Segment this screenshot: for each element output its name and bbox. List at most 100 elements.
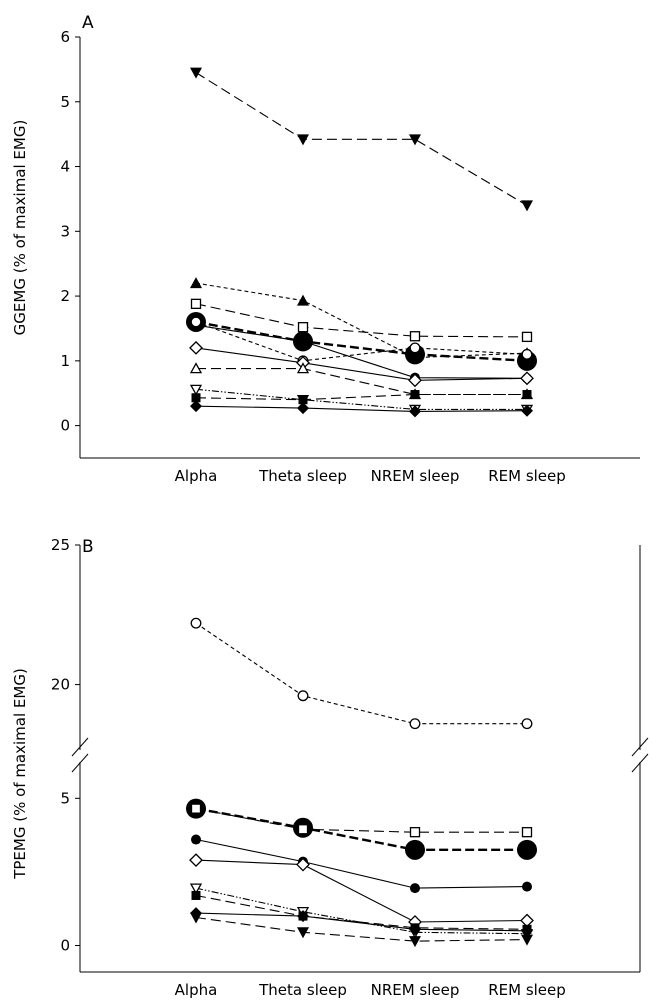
series-8 [189,362,534,400]
data-point [296,362,310,374]
series-7 [191,890,532,934]
axis-break-mark [71,737,89,757]
data-point [409,923,421,936]
series-1 [190,67,533,212]
data-point [190,803,202,814]
data-point [297,690,309,702]
data-point [521,827,533,838]
series-line [195,320,528,362]
x-tick-label: NREM sleep [371,981,460,999]
data-point [297,134,309,146]
axis-break-mark [631,737,649,757]
y-tick-label: 4 [60,158,70,176]
data-point [521,924,533,937]
series-7 [189,340,534,388]
data-point [297,910,309,923]
data-point [521,331,533,343]
series-1 [190,617,533,730]
x-tick-label: Theta sleep [258,467,347,485]
data-point [297,927,309,939]
y-tick-label: 3 [60,222,70,240]
x-tick-label: NREM sleep [371,467,460,485]
panel-b-letter: B [82,537,94,557]
series-line [195,808,527,833]
data-point [191,393,201,403]
data-point [297,322,309,333]
axis-break-mark [631,753,649,773]
y-tick-label: 0 [60,417,70,435]
data-point [189,362,203,374]
data-point [521,404,533,417]
data-point [190,400,202,413]
data-point [190,912,202,924]
y-tick-label: 0 [60,937,70,955]
data-point [298,395,308,405]
y-tick-label: 5 [60,789,70,807]
series-2 [186,798,537,860]
series-line [195,912,528,932]
data-point [297,402,309,415]
series-11 [190,400,533,418]
series-line [195,388,527,410]
series-3 [190,298,533,343]
series-line [195,622,527,725]
data-point [522,881,532,892]
data-point [521,934,533,946]
series-line [195,405,528,412]
panel-b-y-axis-title: TPEMG (% of maximal EMG) [11,668,29,880]
data-point [408,373,422,388]
data-point [409,936,421,948]
data-point [297,824,309,835]
data-point [191,834,201,845]
panel-a: A GGEMG (% of maximal EMG) 0 1 2 3 4 5 6 Alpha T… [11,13,640,485]
data-point [409,405,421,418]
data-point [191,890,201,900]
axis-break-mark [71,753,89,773]
data-point [190,298,202,309]
data-point [517,839,537,860]
series-line [195,282,528,359]
data-point [409,342,421,354]
data-point [190,316,202,328]
x-tick-label: Alpha [175,467,218,485]
series-2 [190,277,533,363]
series-line [195,894,528,930]
series-line [195,321,528,362]
series-4 [191,834,532,894]
x-tick-label: Alpha [175,981,218,999]
data-point [409,827,421,838]
data-point [297,294,309,306]
data-point [520,913,534,928]
data-point [521,718,533,730]
y-tick-label: 5 [60,93,70,111]
data-point [521,348,533,360]
data-point [190,617,202,629]
series-3 [190,803,533,838]
data-point [189,853,203,868]
series-4 [186,311,537,371]
series-line [195,916,528,942]
y-tick-label: 6 [60,28,70,46]
data-point [190,277,202,289]
data-point [520,371,534,386]
y-tick-label: 20 [51,676,70,694]
data-point [522,390,532,400]
series-line [195,807,527,851]
data-point [405,839,425,860]
series-line [195,859,528,923]
series-line [195,347,528,381]
series-5 [189,853,534,929]
data-point [409,134,421,146]
series-line [195,324,528,379]
series-line [195,393,527,401]
data-point [409,718,421,730]
series-line [195,838,528,889]
data-point [410,390,420,400]
y-tick-label: 1 [60,352,70,370]
y-tick-label: 2 [60,287,70,305]
data-point [298,336,308,347]
data-point [296,857,310,872]
series-10 [191,390,532,405]
series-line [195,72,528,206]
